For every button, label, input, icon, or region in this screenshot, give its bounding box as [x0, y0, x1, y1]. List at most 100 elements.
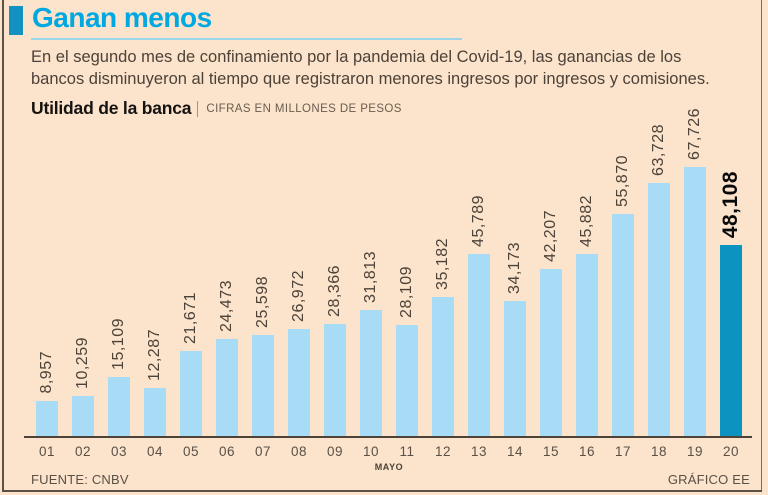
bar-column: 31,813 [353, 167, 389, 437]
x-axis-label: MAYO [374, 462, 404, 472]
bar-column: 8,957 [29, 167, 65, 437]
bar [576, 254, 598, 437]
bar-column: 28,109 [389, 167, 425, 437]
bar [540, 269, 562, 437]
bar-column: 24,473 [209, 167, 245, 437]
x-tick-label: 13 [470, 444, 488, 459]
bar [360, 310, 382, 437]
bar-value-label: 42,207 [542, 210, 559, 262]
bar [432, 297, 454, 437]
x-tick-label: 01 [38, 444, 56, 459]
x-tick-label: 20 [722, 444, 740, 459]
x-tick-label: 07 [254, 444, 272, 459]
graphic-credit: GRÁFICO EE [667, 472, 750, 487]
bar-column: 63,728 [641, 124, 677, 437]
bar-value-label: 45,789 [470, 195, 487, 247]
x-tick-label: 05 [182, 444, 200, 459]
bar-chart: 8,957 10,259 15,109 12,287 21,671 24,473 25,59… [29, 108, 749, 437]
bar-column: 15,109 [101, 167, 137, 437]
bar [180, 351, 202, 437]
chart-title: Utilidad de la banca [31, 98, 192, 118]
bar-column: 35,182 [425, 167, 461, 437]
x-tick-label: 11 [399, 444, 415, 459]
bar-value-label: 48,108 [719, 170, 742, 238]
title-underline [31, 38, 462, 40]
bar-column: 45,882 [569, 167, 605, 437]
bar-column: 26,972 [281, 167, 317, 437]
bar-value-label: 25,598 [254, 276, 271, 328]
x-tick-label: 04 [146, 444, 164, 459]
x-tick-label: 12 [434, 444, 452, 459]
bar [684, 167, 706, 437]
bar [72, 396, 94, 437]
x-tick-label: 17 [614, 444, 632, 459]
bar-column: 48,108 [713, 167, 749, 437]
bar-value-label: 45,882 [578, 195, 595, 247]
bar-value-label: 67,726 [686, 108, 703, 160]
x-tick-label: 19 [686, 444, 704, 459]
source-credit: FUENTE: CNBV [31, 472, 129, 487]
footer: FUENTE: CNBV GRÁFICO EE [31, 472, 750, 487]
intro-text: En el segundo mes de confinamiento por l… [31, 48, 710, 88]
bar [504, 301, 526, 437]
bar [144, 388, 166, 437]
x-tick-label: 02 [74, 444, 92, 459]
x-tick-label: 06 [218, 444, 236, 459]
bar [468, 254, 490, 437]
x-axis-ticks: 01 02 03 04 05 06 07 08 09 10 11 12 13 14 15 16 17 18 19 20 [29, 444, 749, 459]
x-tick-label: 08 [290, 444, 308, 459]
bar [288, 329, 310, 437]
bar-value-label: 21,671 [182, 292, 199, 344]
bar-column: 45,789 [461, 167, 497, 437]
bar-value-label: 12,287 [146, 329, 163, 381]
bar-column: 42,207 [533, 167, 569, 437]
bar-value-label: 31,813 [362, 251, 379, 303]
bar-value-label: 35,182 [434, 238, 451, 290]
bar-value-label: 26,972 [290, 270, 307, 322]
x-axis-line [24, 436, 752, 438]
bar-value-label: 28,366 [326, 265, 343, 317]
bar-column: 34,173 [497, 167, 533, 437]
x-tick-label: 14 [506, 444, 524, 459]
bar-value-label: 34,173 [506, 242, 523, 294]
title-bullet-icon [9, 6, 23, 35]
bar [252, 335, 274, 437]
x-tick-label: 18 [650, 444, 668, 459]
header: Ganan menos [9, 2, 212, 35]
bar [36, 401, 58, 437]
bar-value-label: 10,259 [74, 337, 91, 389]
bar-column: 28,366 [317, 167, 353, 437]
right-rule [761, 0, 762, 492]
x-tick-label: 16 [578, 444, 596, 459]
bar [216, 339, 238, 437]
bar-value-label: 15,109 [110, 318, 127, 370]
bar-column: 67,726 [677, 108, 713, 437]
bar-value-label: 28,109 [398, 266, 415, 318]
bar-column: 12,287 [137, 167, 173, 437]
x-tick-label: 10 [362, 444, 380, 459]
x-tick-label: 03 [110, 444, 128, 459]
bar-column: 55,870 [605, 155, 641, 437]
page-title: Ganan menos [32, 2, 212, 33]
bar [324, 324, 346, 437]
x-tick-label: 09 [326, 444, 344, 459]
bar-column: 25,598 [245, 167, 281, 437]
chart-title-divider [197, 100, 199, 117]
bar-value-label: 55,870 [614, 155, 631, 207]
bar [648, 183, 670, 437]
bar-value-label: 24,473 [218, 280, 235, 332]
bar [612, 214, 634, 437]
bar-highlighted [720, 245, 742, 437]
bar-column: 10,259 [65, 167, 101, 437]
bottom-rule [2, 490, 762, 492]
x-tick-label: 15 [542, 444, 560, 459]
bar [396, 325, 418, 437]
bar-column: 21,671 [173, 167, 209, 437]
chart-units-label: CIFRAS EN MILLONES DE PESOS [206, 102, 402, 115]
left-rule [2, 0, 4, 492]
bar-value-label: 8,957 [38, 351, 55, 394]
chart-header: Utilidad de la banca CIFRAS EN MILLONES … [31, 98, 402, 119]
bar-value-label: 63,728 [650, 124, 667, 176]
bar [108, 377, 130, 437]
